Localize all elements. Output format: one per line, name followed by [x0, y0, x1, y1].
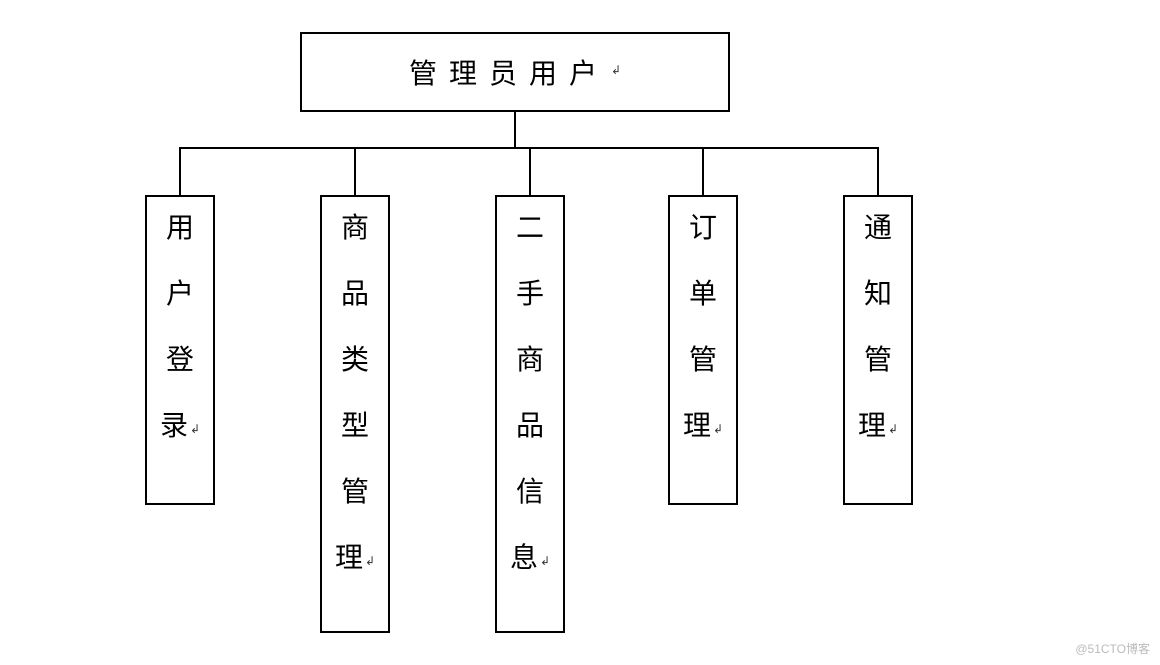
child-node-4: 通知管理↲ [843, 195, 913, 505]
connector-segment [354, 147, 356, 195]
connector-segment [179, 147, 181, 195]
child-char: 手 [516, 281, 544, 309]
child-char: 二 [516, 215, 544, 243]
child-node-2: 二手商品信息↲ [495, 195, 565, 633]
child-char: 管 [864, 347, 892, 375]
child-node-1: 商品类型管理↲ [320, 195, 390, 633]
child-char: 商 [341, 215, 369, 243]
root-node: 管理员用户↲ [300, 32, 730, 112]
child-node-0: 用户登录↲ [145, 195, 215, 505]
child-node-3: 订单管理↲ [668, 195, 738, 505]
return-mark-icon: ↲ [713, 423, 723, 435]
connector-segment [877, 147, 879, 195]
return-mark-icon: ↲ [540, 555, 550, 567]
child-char: 通 [864, 215, 892, 243]
child-char: 管 [689, 347, 717, 375]
child-char: 登 [166, 347, 194, 375]
child-char: 信 [516, 479, 544, 507]
root-label: 管理员用户 [409, 52, 609, 92]
child-char: 品 [341, 281, 369, 309]
child-char: 息↲ [510, 545, 550, 573]
child-char: 户 [166, 281, 194, 309]
child-char: 品 [516, 413, 544, 441]
return-mark-icon: ↲ [888, 423, 898, 435]
child-char: 理↲ [683, 413, 723, 441]
watermark-text: @51CTO博客 [1075, 640, 1150, 657]
child-char: 管 [341, 479, 369, 507]
child-char: 理↲ [335, 545, 375, 573]
return-mark-icon: ↲ [190, 423, 200, 435]
child-char: 单 [689, 281, 717, 309]
child-char: 理↲ [858, 413, 898, 441]
return-mark-icon: ↲ [611, 63, 633, 78]
child-char: 用 [166, 215, 194, 243]
child-char: 订 [689, 215, 717, 243]
connector-segment [514, 112, 516, 148]
child-char: 类 [341, 347, 369, 375]
child-char: 型 [341, 413, 369, 441]
connector-segment [702, 147, 704, 195]
child-char: 商 [516, 347, 544, 375]
return-mark-icon: ↲ [365, 555, 375, 567]
child-char: 录↲ [160, 413, 200, 441]
connector-segment [529, 147, 531, 195]
child-char: 知 [864, 281, 892, 309]
